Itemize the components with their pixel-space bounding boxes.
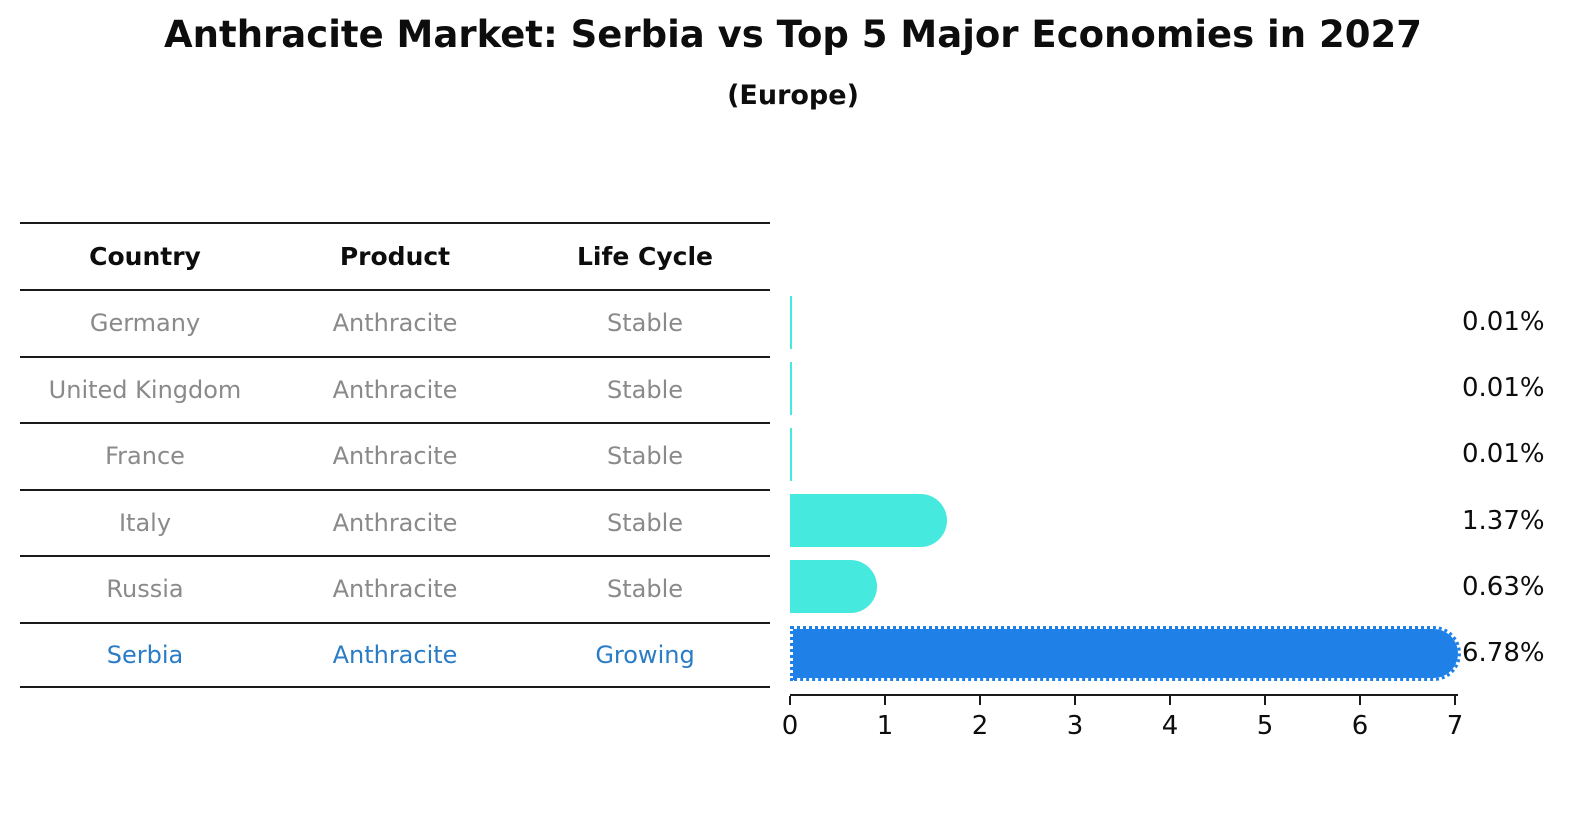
bar-italy xyxy=(790,494,948,548)
value-label-serbia: 6.78% xyxy=(1462,638,1545,668)
table-cell-lifecycle: Stable xyxy=(606,575,684,604)
table-cell-lifecycle: Stable xyxy=(606,375,684,404)
table-cell-country: United Kingdom xyxy=(48,375,242,404)
table-row-united-kingdom: United Kingdom Anthracite Stable xyxy=(20,355,770,423)
x-axis-tick-label: 1 xyxy=(876,711,894,741)
table-cell-country: Italy xyxy=(118,508,172,537)
x-axis-tick xyxy=(1074,696,1076,705)
country-table: Country Product Life Cycle Germany Anthr… xyxy=(20,222,770,688)
table-cell-country: Russia xyxy=(106,575,184,604)
table-header-product: Product xyxy=(339,242,451,271)
table-cell-lifecycle: Growing xyxy=(595,640,695,669)
table-cell-country: France xyxy=(105,442,185,471)
x-axis-tick-label: 5 xyxy=(1256,711,1274,741)
chart-subtitle: (Europe) xyxy=(727,80,859,111)
table-cell-country: Germany xyxy=(89,309,201,338)
x-axis-tick-label: 4 xyxy=(1161,711,1179,741)
table-header-lifecycle: Life Cycle xyxy=(576,242,714,271)
bar-serbia xyxy=(790,625,1462,681)
table-row-france: France Anthracite Stable xyxy=(20,422,770,489)
bar-russia xyxy=(790,560,877,614)
table-row-serbia: Serbia Anthracite Growing xyxy=(20,621,770,688)
x-axis-line xyxy=(790,694,1458,696)
x-axis-tick xyxy=(789,696,791,705)
x-axis-tick xyxy=(1169,696,1171,705)
value-label-france: 0.01% xyxy=(1462,439,1545,470)
table-row-italy: Italy Anthracite Stable xyxy=(20,488,770,556)
table-cell-product: Anthracite xyxy=(332,442,458,471)
table-header-country: Country xyxy=(89,242,201,271)
table-cell-lifecycle: Stable xyxy=(606,508,684,537)
x-axis-tick-label: 3 xyxy=(1066,711,1084,741)
table-row-germany: Germany Anthracite Stable xyxy=(20,289,770,356)
value-label-italy: 1.37% xyxy=(1462,505,1545,536)
chart-title: Anthracite Market: Serbia vs Top 5 Major… xyxy=(164,13,1422,56)
table-cell-product: Anthracite xyxy=(332,640,458,669)
table-cell-product: Anthracite xyxy=(332,508,458,537)
table-cell-product: Anthracite xyxy=(332,309,458,338)
x-axis-tick xyxy=(884,696,886,705)
table-cell-lifecycle: Stable xyxy=(606,309,684,338)
value-label-united-kingdom: 0.01% xyxy=(1462,373,1545,404)
bar-germany xyxy=(790,295,792,349)
x-axis-tick-label: 6 xyxy=(1351,711,1369,741)
x-axis-tick-label: 2 xyxy=(971,711,989,741)
value-label-germany: 0.01% xyxy=(1462,307,1545,337)
x-axis-tick xyxy=(1454,696,1456,705)
value-label-russia: 0.63% xyxy=(1462,571,1545,602)
table-header-row: Country Product Life Cycle xyxy=(20,222,770,289)
x-axis-tick-label: 7 xyxy=(1446,711,1464,741)
table-cell-lifecycle: Stable xyxy=(606,442,684,471)
x-axis-tick xyxy=(1359,696,1361,705)
bar-united-kingdom xyxy=(790,361,792,415)
table-cell-product: Anthracite xyxy=(332,575,458,604)
bar-france xyxy=(790,427,792,481)
table-row-russia: Russia Anthracite Stable xyxy=(20,555,770,622)
x-axis-tick xyxy=(1264,696,1266,705)
x-axis-tick-label: 0 xyxy=(781,711,799,741)
table-cell-country: Serbia xyxy=(106,640,184,669)
table-cell-product: Anthracite xyxy=(332,375,458,404)
x-axis-tick xyxy=(979,696,981,705)
